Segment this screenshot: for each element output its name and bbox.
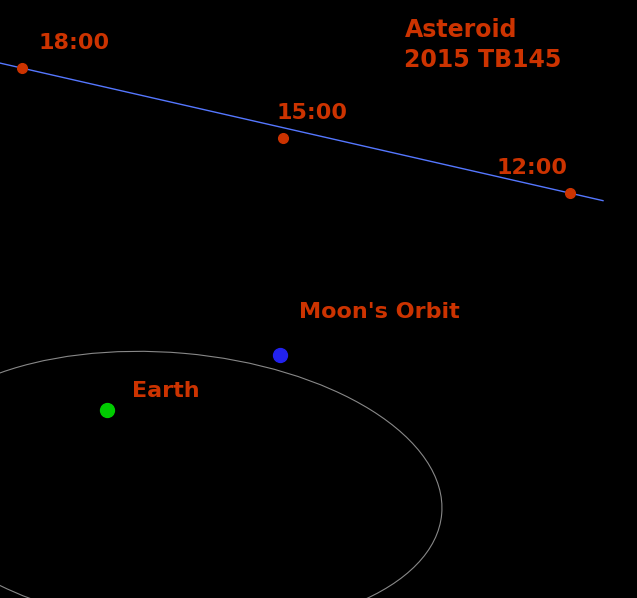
- Text: 15:00: 15:00: [276, 103, 347, 123]
- Text: Earth: Earth: [132, 382, 200, 401]
- Text: 12:00: 12:00: [497, 158, 568, 178]
- Text: 18:00: 18:00: [38, 33, 110, 53]
- Text: Asteroid
2015 TB145: Asteroid 2015 TB145: [404, 18, 562, 72]
- Text: Moon's Orbit: Moon's Orbit: [299, 303, 460, 322]
